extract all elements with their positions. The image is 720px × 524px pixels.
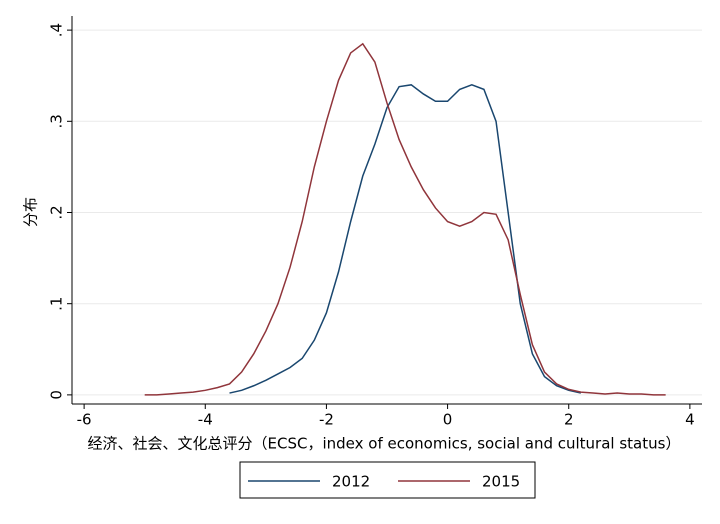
x-tick-label: -6 <box>77 411 92 429</box>
x-tick-label: 0 <box>443 411 453 429</box>
x-tick-label: -2 <box>319 411 334 429</box>
y-axis-label: 分布 <box>22 197 40 227</box>
density-line <box>144 42 666 396</box>
density-line <box>229 84 582 394</box>
x-tick-label: 4 <box>685 411 695 429</box>
y-tick-label: .2 <box>48 205 66 219</box>
y-tick-label: 0 <box>48 390 66 400</box>
y-tick-label: .3 <box>48 114 66 128</box>
legend-box <box>239 461 536 499</box>
legend-label: 2015 <box>482 473 520 491</box>
y-tick-label: .1 <box>48 297 66 311</box>
x-tick-label: -4 <box>198 411 213 429</box>
x-axis-label: 经济、社会、文化总评分（ECSC，index of economics, soc… <box>88 435 681 453</box>
y-tick-label: .4 <box>48 23 66 37</box>
legend-label: 2012 <box>332 473 370 491</box>
x-tick-label: 2 <box>564 411 574 429</box>
